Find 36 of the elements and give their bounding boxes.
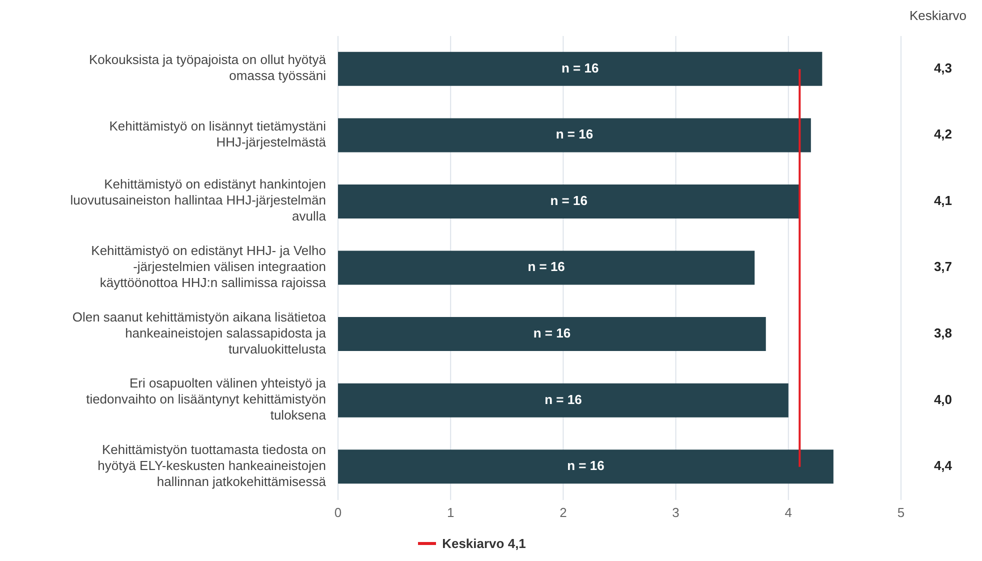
x-tick-label: 4	[784, 505, 792, 520]
y-tick-label: Kehittämistyön tuottamasta tiedosta on hyötyä ELY-keskusten hankeaineistojen hallinnan jatkokehittämisessä	[98, 442, 327, 490]
y-tick-label: Kokouksista ja työpajoista on ollut hyötyä omassa työssäni	[88, 52, 327, 84]
data-label: 4,3	[934, 60, 952, 76]
text: Keskiarvo	[908, 8, 968, 23]
bar	[338, 184, 800, 218]
data-label: 3,7	[934, 259, 952, 274]
x-tick-label: 3	[672, 505, 680, 520]
data-label: 4,0	[934, 392, 952, 407]
bar	[338, 450, 834, 484]
data-label: 4,4	[934, 458, 953, 474]
bar	[338, 118, 811, 152]
annotation: n = 16	[533, 325, 571, 340]
annotation: n = 16	[567, 458, 604, 474]
y-tick-label: Olen saanut kehittämistyön aikana lisätietoa hankeaineistojen salassapidosta ja turvaluokittelusta	[72, 310, 327, 357]
x-tick-label: 1	[446, 505, 454, 520]
annotation: n = 16	[550, 192, 588, 208]
bar	[338, 383, 788, 418]
y-tick-label: Kehittämistyö on lisännyt tietämystäni HHJ-järjestelmästä	[109, 118, 327, 150]
x-tick-label: 0	[334, 505, 342, 520]
annotation: n = 16	[544, 392, 582, 407]
x-tick-label: 2	[560, 505, 567, 520]
annotation: n = 16	[556, 126, 594, 142]
bar	[338, 52, 822, 86]
y-tick-label: Eri osapuolten välinen yhteistyö ja tiedonvaihto on lisääntynyt kehittämistyön tuloksena	[86, 376, 327, 424]
data-label: 4,2	[934, 126, 952, 142]
bar	[338, 250, 755, 285]
data-label: 4,1	[934, 192, 952, 208]
annotation: n = 16	[561, 60, 599, 76]
bar	[338, 317, 766, 352]
y-tick-label: Kehittämistyö on edistänyt hankintojen luovutusaineiston hallintaa HHJ-järjestelmän avulla	[70, 177, 327, 224]
legend-label: Keskiarvo 4,1	[442, 536, 526, 551]
data-label: 3,8	[934, 325, 952, 340]
x-tick-label: 5	[897, 505, 905, 520]
y-tick-label: Kehittämistyö on edistänyt HHJ- ja Velho -järjestelmien välisen integraation käyttöönottoa HHJ:n sallimissa rajoissa	[91, 243, 327, 290]
annotation: n = 16	[528, 259, 565, 274]
